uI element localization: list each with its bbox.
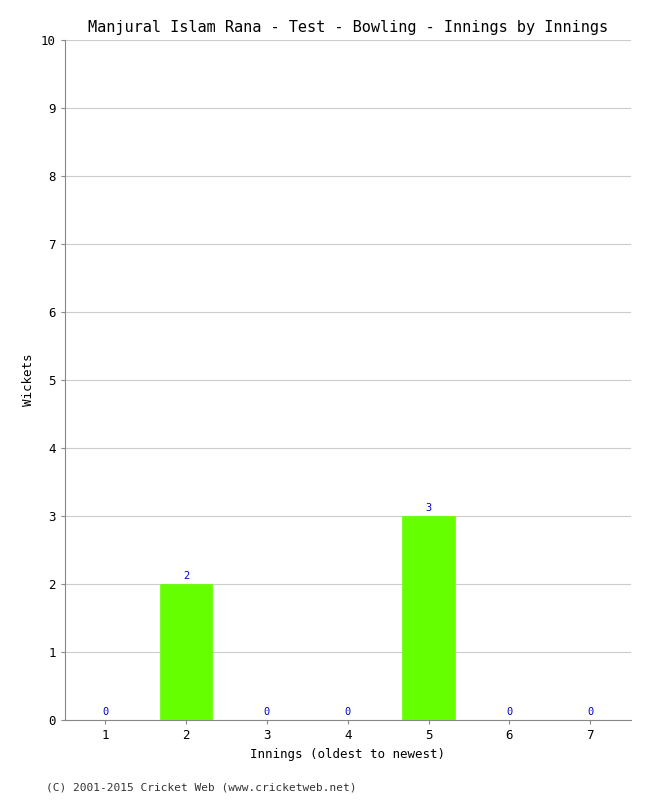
Bar [160,584,213,720]
Text: 0: 0 [587,707,593,718]
Text: 2: 2 [183,571,189,582]
Text: (C) 2001-2015 Cricket Web (www.cricketweb.net): (C) 2001-2015 Cricket Web (www.cricketwe… [46,782,356,792]
Text: 0: 0 [264,707,270,718]
Y-axis label: Wickets: Wickets [22,354,35,406]
Text: 0: 0 [102,707,109,718]
Text: 3: 3 [425,503,432,514]
X-axis label: Innings (oldest to newest): Innings (oldest to newest) [250,747,445,761]
Title: Manjural Islam Rana - Test - Bowling - Innings by Innings: Manjural Islam Rana - Test - Bowling - I… [88,20,608,34]
Text: 0: 0 [506,707,512,718]
Bar [402,516,455,720]
Text: 0: 0 [344,707,351,718]
